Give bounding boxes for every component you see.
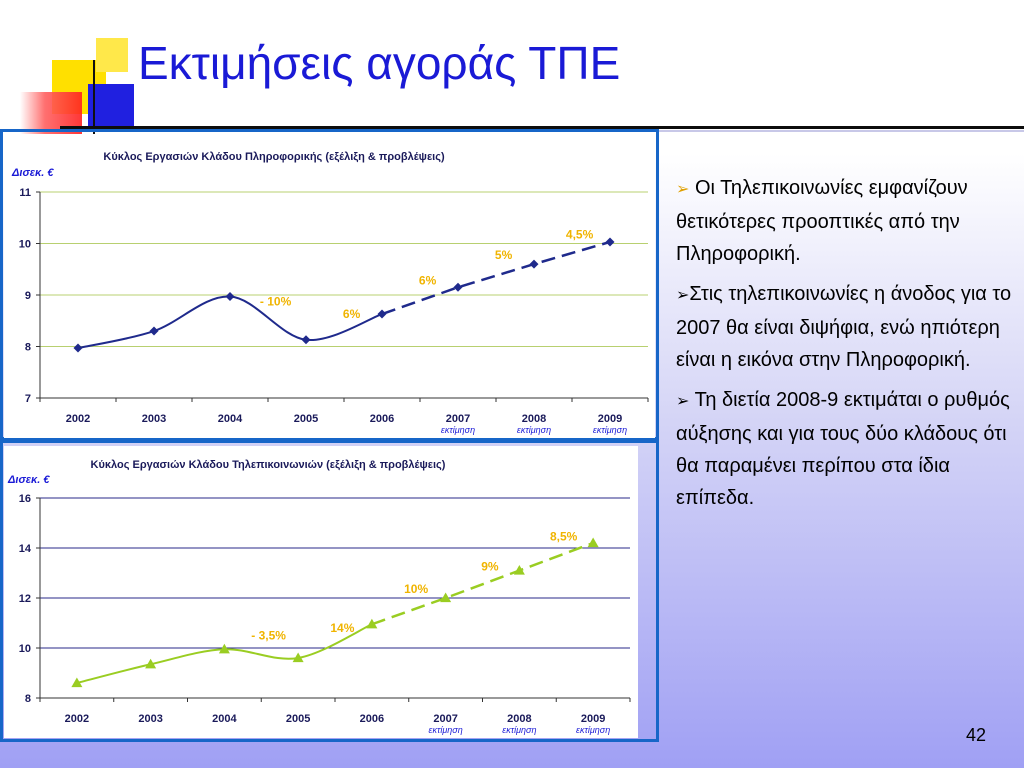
- data-point: [377, 309, 387, 319]
- data-point: [366, 618, 378, 629]
- x-tick-note: εκτίμηση: [502, 725, 536, 735]
- series-line-actual: [76, 623, 373, 684]
- y-tick-label: 10: [19, 239, 31, 251]
- y-tick-label: 9: [25, 290, 31, 302]
- decor-blue-square: [88, 84, 134, 128]
- x-tick-label: 2006: [370, 413, 394, 425]
- chart-title: Κύκλος Εργασιών Κλάδου Τηλεπικοινωνιών (…: [91, 459, 446, 471]
- growth-annotation: 8,5%: [550, 530, 578, 544]
- slide-title: Εκτιμήσεις αγοράς ΤΠΕ: [138, 37, 621, 89]
- growth-annotation: 4,5%: [566, 227, 594, 241]
- growth-annotation: 14%: [330, 621, 354, 635]
- y-tick-label: 8: [25, 693, 31, 705]
- data-point: [218, 643, 230, 654]
- x-tick-label: 2005: [286, 713, 310, 725]
- chart-frame-bottom: [0, 440, 659, 742]
- x-tick-label: 2008: [522, 413, 546, 425]
- y-tick-label: 7: [25, 393, 31, 405]
- arrow-bullet-icon: ➢: [676, 181, 690, 198]
- arrow-bullet-icon: ➢: [676, 287, 690, 304]
- data-point: [225, 292, 235, 302]
- arrow-bullet-icon: ➢: [676, 393, 690, 410]
- series-line-actual: [77, 295, 383, 350]
- x-tick-note: εκτίμηση: [429, 725, 463, 735]
- data-point: [453, 282, 463, 292]
- y-tick-label: 14: [19, 543, 32, 555]
- data-point: [301, 335, 311, 345]
- decor-yellow-square-2: [96, 38, 128, 72]
- chart-panel-telecom: Κύκλος Εργασιών Κλάδου Τηλεπικοινωνιών (…: [4, 446, 638, 738]
- y-axis-unit-label: Δισεκ. €: [11, 167, 54, 179]
- chart-frame-top: [0, 129, 659, 440]
- bullet-list: ➢ Οι Τηλεπικοινωνίες εμφανίζουν θετικότε…: [676, 172, 1020, 522]
- chart-panel-it: Κύκλος Εργασιών Κλάδου Πληροφορικής (εξέ…: [4, 134, 655, 438]
- growth-annotation: 5%: [495, 248, 513, 262]
- x-tick-label: 2002: [65, 713, 89, 725]
- x-tick-note: εκτίμηση: [517, 425, 551, 435]
- x-tick-label: 2006: [360, 713, 384, 725]
- x-tick-note: εκτίμηση: [593, 425, 627, 435]
- bullet-item: ➢ Οι Τηλεπικοινωνίες εμφανίζουν θετικότε…: [676, 177, 968, 265]
- growth-annotation: - 3,5%: [251, 628, 286, 642]
- y-tick-label: 8: [25, 342, 31, 354]
- growth-annotation: 6%: [419, 274, 437, 288]
- bullet-item: ➢Στις τηλεπικοινωνίες η άνοδος για το 20…: [676, 283, 1012, 371]
- x-tick-note: εκτίμηση: [576, 725, 610, 735]
- y-tick-label: 11: [19, 187, 31, 199]
- data-point: [529, 259, 539, 269]
- y-axis-unit-label: Δισεκ. €: [7, 474, 50, 486]
- data-point: [71, 677, 83, 688]
- x-tick-label: 2004: [212, 713, 237, 725]
- title-divider: [60, 126, 1024, 129]
- data-point: [605, 237, 615, 247]
- series-line-forecast: [371, 541, 594, 626]
- x-tick-label: 2009: [581, 713, 605, 725]
- telecom-revenue-chart: Κύκλος Εργασιών Κλάδου Τηλεπικοινωνιών (…: [7, 459, 631, 735]
- x-tick-label: 2003: [142, 413, 166, 425]
- growth-annotation: - 10%: [260, 294, 292, 308]
- chart-title: Κύκλος Εργασιών Κλάδου Πληροφορικής (εξέ…: [103, 151, 445, 163]
- x-tick-label: 2007: [446, 413, 470, 425]
- decor-vertical-line: [93, 60, 95, 138]
- x-tick-note: εκτίμηση: [441, 425, 475, 435]
- x-tick-label: 2008: [507, 713, 531, 725]
- growth-annotation: 6%: [343, 307, 361, 321]
- it-revenue-chart: Κύκλος Εργασιών Κλάδου Πληροφορικής (εξέ…: [11, 151, 649, 435]
- y-tick-label: 16: [19, 493, 31, 505]
- page-number: 42: [966, 725, 987, 745]
- data-point: [145, 658, 157, 669]
- data-point: [73, 343, 83, 353]
- data-point: [587, 537, 599, 548]
- x-tick-label: 2005: [294, 413, 318, 425]
- x-tick-label: 2009: [598, 413, 622, 425]
- data-point: [149, 326, 159, 336]
- data-point: [513, 565, 525, 575]
- x-tick-label: 2002: [66, 413, 90, 425]
- data-point: [440, 592, 452, 603]
- y-tick-label: 10: [19, 643, 31, 655]
- growth-annotation: 10%: [404, 582, 428, 596]
- x-tick-label: 2007: [433, 713, 457, 725]
- y-tick-label: 12: [19, 593, 31, 605]
- growth-annotation: 9%: [481, 560, 499, 574]
- series-line-forecast: [381, 240, 611, 316]
- bullet-item: ➢ Τη διετία 2008-9 εκτιμάται ο ρυθμός αύ…: [676, 389, 1010, 509]
- x-tick-label: 2003: [138, 713, 162, 725]
- data-point: [292, 652, 304, 663]
- x-tick-label: 2004: [218, 413, 243, 425]
